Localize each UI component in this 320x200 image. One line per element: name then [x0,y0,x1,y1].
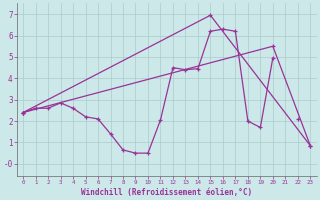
X-axis label: Windchill (Refroidissement éolien,°C): Windchill (Refroidissement éolien,°C) [81,188,252,197]
